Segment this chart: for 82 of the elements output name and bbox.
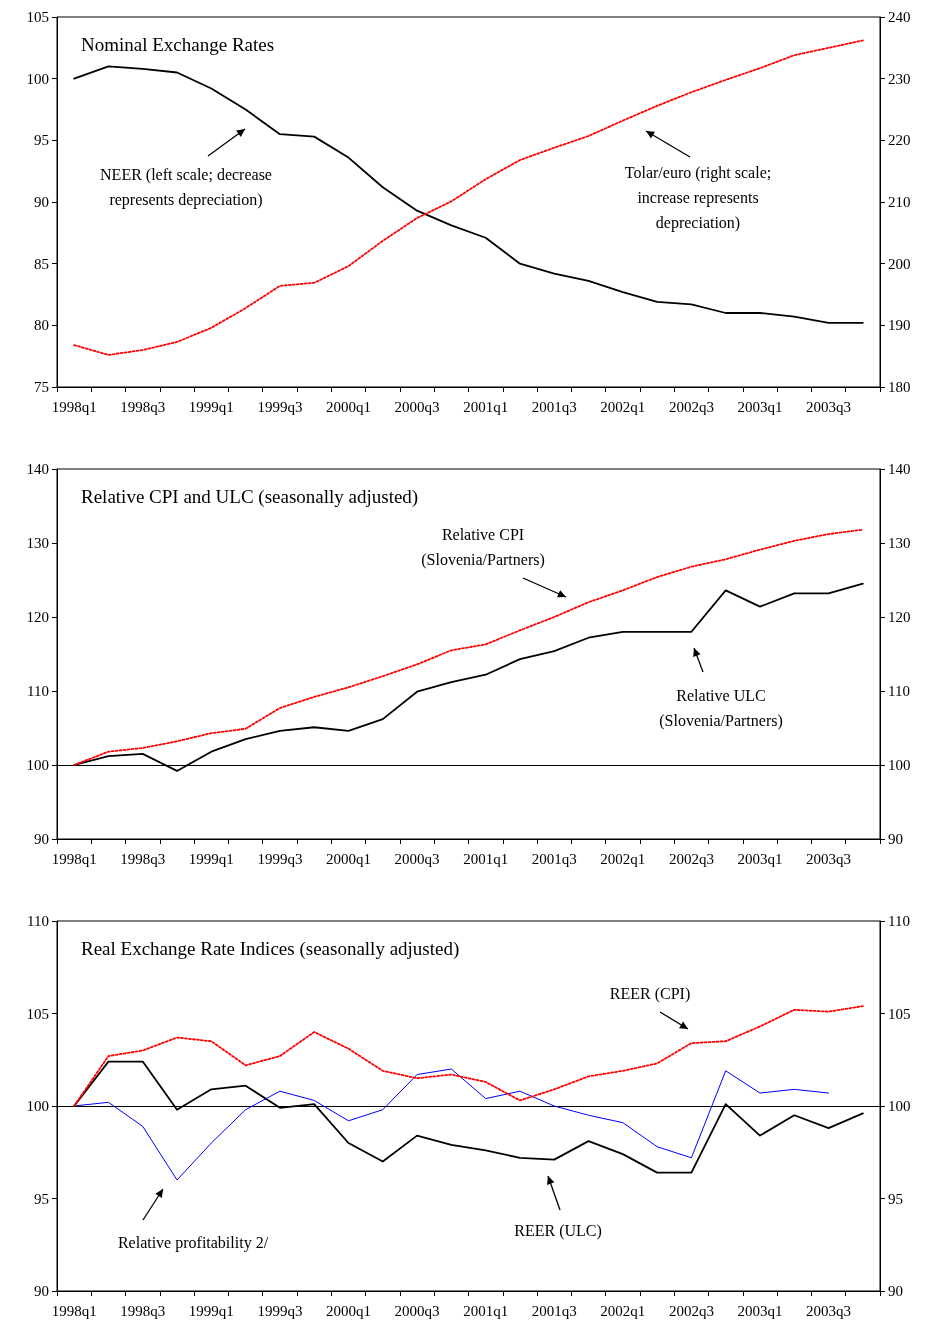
x-tick-label: 1998q1 <box>51 398 97 415</box>
x-tick-label: 2001q3 <box>531 398 577 415</box>
x-tick-label: 2000q3 <box>394 850 440 867</box>
text: Relative CPI and ULC (seasonally adjusted) <box>81 486 419 508</box>
y2-tick-label: 130 <box>888 535 911 551</box>
y2-tick-label: 210 <box>888 194 911 210</box>
y-tick-label: 95 <box>34 1190 49 1207</box>
x-tick-label: 2001q1 <box>463 398 509 415</box>
x-tick-label: 2001q3 <box>531 1302 577 1319</box>
y-tick-label: 100 <box>26 70 49 87</box>
y-tick-label: 80 <box>34 317 49 334</box>
text: Real Exchange Rate Indices (seasonally adjusted) <box>81 938 460 960</box>
text: Nominal Exchange Rates <box>81 34 275 55</box>
y2-tick-label: 190 <box>888 317 911 334</box>
y-tick-label: 90 <box>34 1283 49 1299</box>
x-tick-label: 2002q1 <box>600 1302 646 1319</box>
y-tick-label: 85 <box>34 255 49 272</box>
x-tick-label: 1998q3 <box>120 850 166 867</box>
x-tick-label: 2003q1 <box>737 1302 783 1319</box>
y-tick-label: 90 <box>34 194 49 210</box>
x-tick-label: 2000q3 <box>394 398 440 415</box>
x-tick-label: 2003q1 <box>737 850 783 867</box>
x-tick-label: 2002q3 <box>668 850 714 867</box>
y2-tick-label: 90 <box>888 1283 903 1299</box>
y-tick-label: 110 <box>27 683 49 699</box>
annotation: Tolar/euro (right scale; increase represents depreciation) <box>624 163 772 232</box>
x-tick-label: 1999q1 <box>188 850 234 867</box>
y-tick-label: 130 <box>26 535 49 551</box>
y2-tick-label: 100 <box>888 1098 911 1114</box>
x-tick-label: 2003q1 <box>737 398 783 415</box>
x-tick-label: 2000q3 <box>394 1302 440 1319</box>
y-tick-label: 95 <box>34 132 49 149</box>
x-tick-label: 2003q3 <box>806 398 852 415</box>
y2-tick-label: 100 <box>888 757 911 773</box>
x-tick-label: 1998q1 <box>51 850 97 867</box>
x-tick-label: 2001q1 <box>463 1302 509 1319</box>
y-tick-label: 100 <box>26 757 49 773</box>
y2-tick-label: 240 <box>888 9 911 25</box>
y-tick-label: 105 <box>26 9 49 25</box>
y2-tick-label: 120 <box>888 609 911 625</box>
y2-tick-label: 105 <box>888 1005 911 1022</box>
y2-tick-label: 110 <box>888 913 910 929</box>
x-tick-label: 2001q1 <box>463 850 509 867</box>
x-tick-label: 2003q3 <box>806 1302 852 1319</box>
x-tick-label: 2000q1 <box>325 1302 371 1319</box>
x-tick-label: 1999q3 <box>257 398 303 415</box>
x-tick-label: 2002q1 <box>600 398 646 415</box>
x-tick-label: 2000q1 <box>325 850 371 867</box>
y-tick-label: 100 <box>26 1098 49 1114</box>
annotation: Relative CPI (Slovenia/Partners) <box>421 526 545 569</box>
annotation: REER (ULC) <box>514 1221 602 1240</box>
y2-tick-label: 220 <box>888 132 911 149</box>
y-tick-label: 140 <box>26 461 49 477</box>
y2-tick-label: 110 <box>888 683 910 699</box>
y-tick-label: 110 <box>27 913 49 929</box>
annotation: Relative ULC (Slovenia/Partners) <box>659 687 783 730</box>
x-tick-label: 2003q3 <box>806 850 852 867</box>
y-tick-label: 75 <box>34 379 49 395</box>
x-tick-label: 1998q3 <box>120 1302 166 1319</box>
y-tick-label: 120 <box>26 609 49 625</box>
y2-tick-label: 140 <box>888 461 911 477</box>
x-tick-label: 2000q1 <box>325 398 371 415</box>
y-tick-label: 90 <box>34 831 49 847</box>
y-tick-label: 105 <box>26 1005 49 1022</box>
x-tick-label: 1998q1 <box>51 1302 97 1319</box>
x-tick-label: 2002q3 <box>668 1302 714 1319</box>
y2-tick-label: 200 <box>888 255 911 272</box>
annotation: Relative profitability 2/ <box>117 1233 269 1252</box>
x-tick-label: 2002q3 <box>668 398 714 415</box>
annotation: REER (CPI) <box>609 984 691 1003</box>
x-tick-label: 1999q3 <box>257 1302 303 1319</box>
x-tick-label: 2001q3 <box>531 850 577 867</box>
x-tick-label: 1999q1 <box>188 398 234 415</box>
y2-tick-label: 90 <box>888 831 903 847</box>
x-tick-label: 2002q1 <box>600 850 646 867</box>
y2-tick-label: 95 <box>888 1190 903 1207</box>
x-tick-label: 1999q3 <box>257 850 303 867</box>
x-tick-label: 1999q1 <box>188 1302 234 1319</box>
annotation: NEER (left scale; decrease represents depreciation) <box>100 166 272 209</box>
y2-tick-label: 230 <box>888 70 911 87</box>
y2-tick-label: 180 <box>888 379 911 395</box>
x-tick-label: 1998q3 <box>120 398 166 415</box>
